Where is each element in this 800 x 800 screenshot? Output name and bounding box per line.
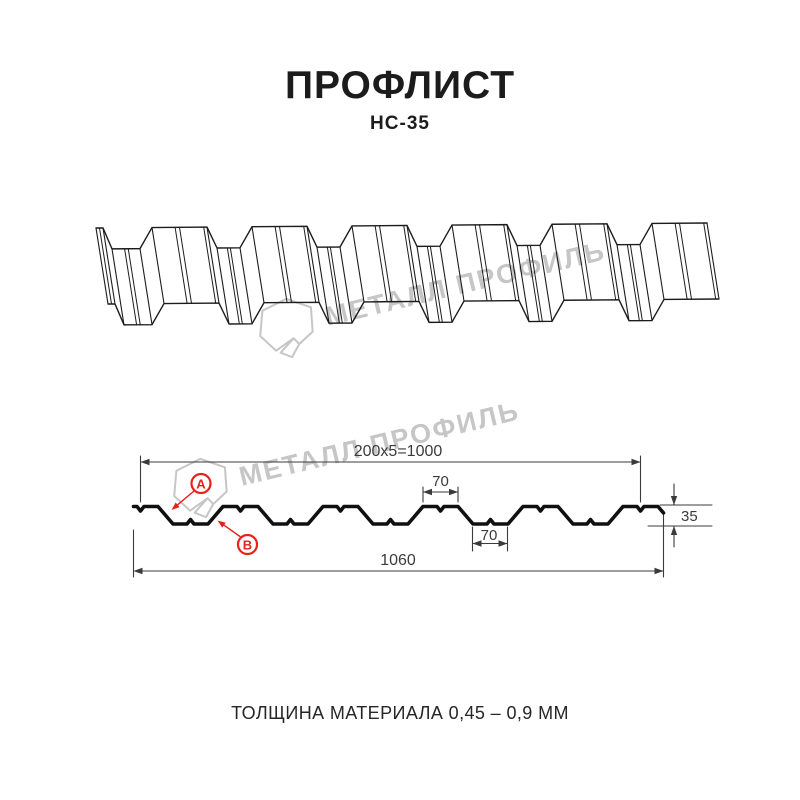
cross-section-view: МЕТАЛЛ ПРОФИЛЬ 200x5=1000 70 70 35 1060 … <box>131 396 713 578</box>
metall-profil-logo-icon <box>259 297 314 359</box>
callout-b-circle <box>236 533 259 556</box>
sheet-outline-lines <box>95 222 720 326</box>
sheet-3d-view: МЕТАЛЛ ПРОФИЛЬ <box>95 222 720 359</box>
profile-outline <box>131 504 666 526</box>
callout-arrows <box>171 490 241 538</box>
callout-b-label: B <box>243 538 252 553</box>
dimension-lines <box>132 455 713 578</box>
dim-total-width-label: 1060 <box>380 552 416 569</box>
profile-code: НС-35 <box>370 113 430 134</box>
callouts: A B <box>171 472 259 556</box>
page-title: ПРОФЛИСТ <box>284 64 516 107</box>
callout-a-label: A <box>196 477 206 492</box>
thickness-note: ТОЛЩИНА МАТЕРИАЛА 0,45 – 0,9 ММ <box>231 703 569 723</box>
dim-modular-width-label: 200x5=1000 <box>354 443 443 460</box>
metall-profil-logo-icon <box>173 457 228 519</box>
watermark-lower: МЕТАЛЛ ПРОФИЛЬ <box>173 396 523 519</box>
dim-height-label: 35 <box>681 508 698 525</box>
sheet-silhouette <box>96 222 719 325</box>
callout-a-circle <box>190 472 212 495</box>
dim-crest-width-label: 70 <box>432 473 449 490</box>
dim-trough-width-label: 70 <box>481 527 498 544</box>
